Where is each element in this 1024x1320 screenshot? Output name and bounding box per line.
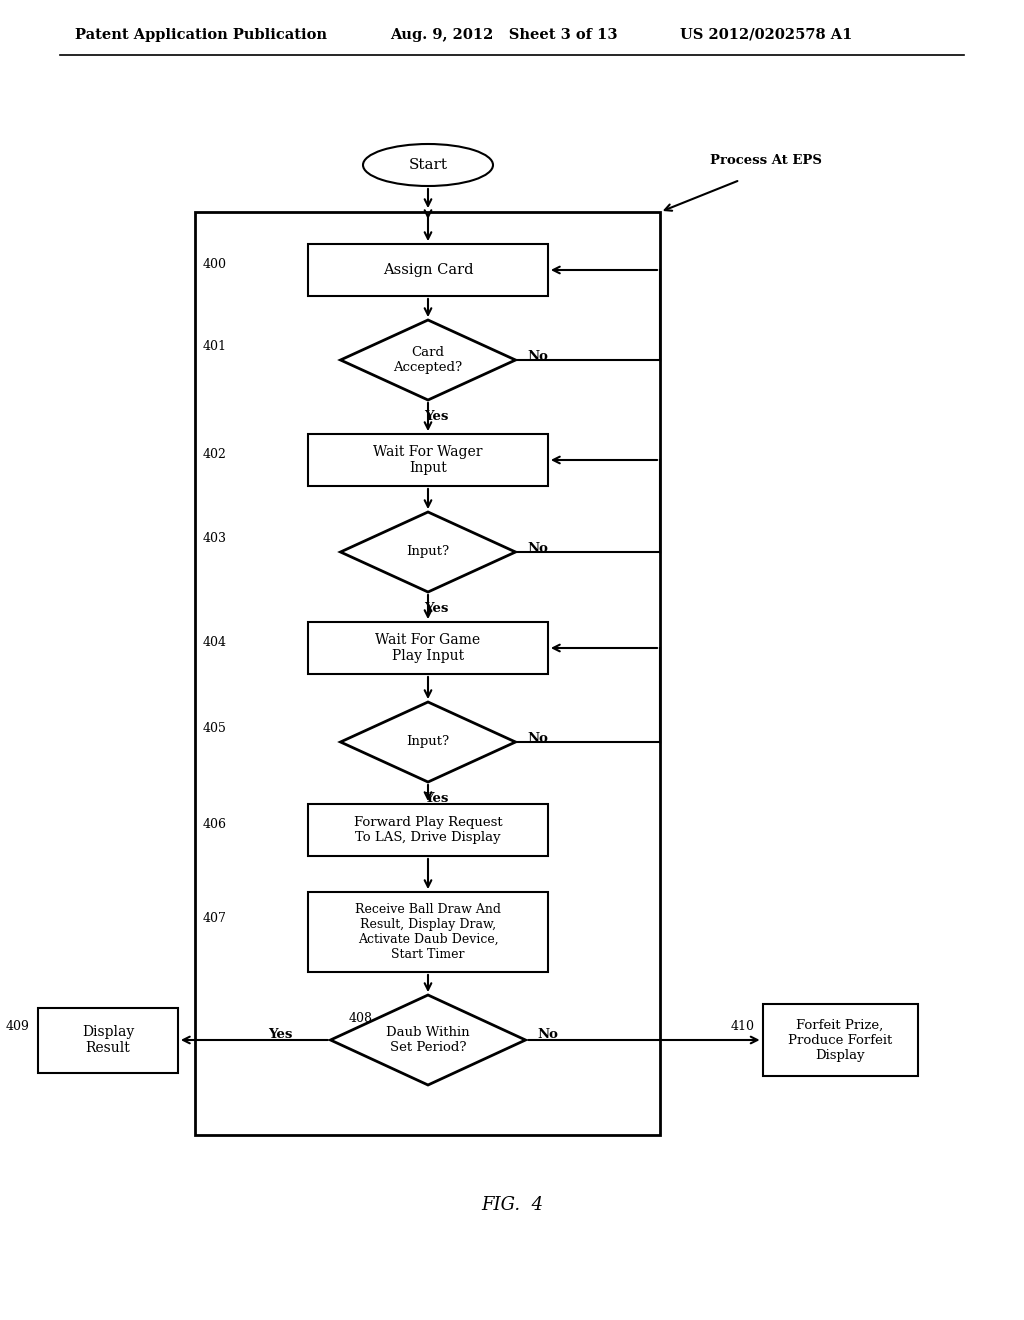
Text: 409: 409: [6, 1019, 30, 1032]
Text: Yes: Yes: [424, 602, 449, 615]
Text: 404: 404: [203, 635, 227, 648]
FancyBboxPatch shape: [38, 1007, 178, 1072]
Text: 410: 410: [730, 1019, 755, 1032]
Text: Input?: Input?: [407, 735, 450, 748]
Text: Daub Within
Set Period?: Daub Within Set Period?: [386, 1026, 470, 1053]
Text: Start: Start: [409, 158, 447, 172]
Text: No: No: [527, 541, 549, 554]
Text: No: No: [527, 731, 549, 744]
Text: Patent Application Publication: Patent Application Publication: [75, 28, 327, 42]
Text: Wait For Game
Play Input: Wait For Game Play Input: [376, 632, 480, 663]
Text: US 2012/0202578 A1: US 2012/0202578 A1: [680, 28, 852, 42]
Text: Display
Result: Display Result: [82, 1024, 134, 1055]
FancyBboxPatch shape: [308, 892, 548, 972]
Text: Yes: Yes: [424, 792, 449, 804]
FancyBboxPatch shape: [308, 804, 548, 855]
FancyBboxPatch shape: [308, 434, 548, 486]
Text: Yes: Yes: [424, 409, 449, 422]
FancyBboxPatch shape: [308, 622, 548, 675]
Text: FIG.  4: FIG. 4: [481, 1196, 543, 1214]
Text: 407: 407: [203, 912, 227, 924]
Polygon shape: [341, 512, 515, 591]
Ellipse shape: [362, 144, 493, 186]
Text: 405: 405: [203, 722, 227, 734]
Text: 400: 400: [203, 257, 227, 271]
Text: Input?: Input?: [407, 545, 450, 558]
Text: Process At EPS: Process At EPS: [710, 153, 822, 166]
Text: 401: 401: [203, 339, 227, 352]
Text: Assign Card: Assign Card: [383, 263, 473, 277]
Text: Receive Ball Draw And
Result, Display Draw,
Activate Daub Device,
Start Timer: Receive Ball Draw And Result, Display Dr…: [355, 903, 501, 961]
Polygon shape: [331, 995, 525, 1085]
Text: 403: 403: [203, 532, 227, 544]
Text: Wait For Wager
Input: Wait For Wager Input: [374, 445, 482, 475]
FancyBboxPatch shape: [308, 244, 548, 296]
Polygon shape: [341, 319, 515, 400]
Text: No: No: [538, 1027, 558, 1040]
Text: No: No: [527, 350, 549, 363]
Text: 402: 402: [203, 447, 227, 461]
Text: Forfeit Prize,
Produce Forfeit
Display: Forfeit Prize, Produce Forfeit Display: [787, 1019, 892, 1061]
Text: Forward Play Request
To LAS, Drive Display: Forward Play Request To LAS, Drive Displ…: [353, 816, 503, 843]
Text: 406: 406: [203, 817, 227, 830]
FancyBboxPatch shape: [763, 1005, 918, 1076]
Text: Yes: Yes: [268, 1027, 293, 1040]
Text: Card
Accepted?: Card Accepted?: [393, 346, 463, 374]
Text: 408: 408: [348, 1011, 373, 1024]
Text: Aug. 9, 2012   Sheet 3 of 13: Aug. 9, 2012 Sheet 3 of 13: [390, 28, 617, 42]
Polygon shape: [341, 702, 515, 781]
